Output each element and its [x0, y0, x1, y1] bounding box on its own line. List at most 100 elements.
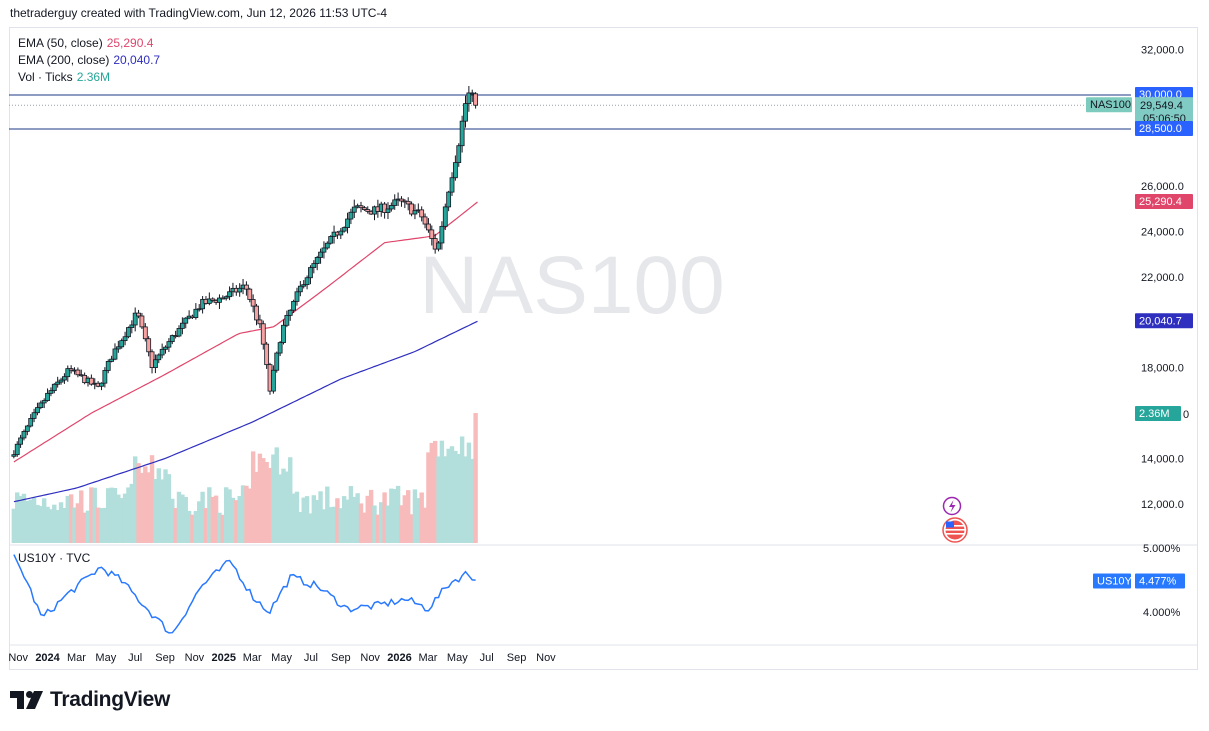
tradingview-logo[interactable]: TradingView — [10, 688, 170, 712]
volume-bar — [453, 450, 458, 543]
candle-body — [308, 267, 313, 279]
volume-bar — [328, 507, 333, 543]
volume-bar — [314, 499, 320, 543]
volume-bar — [399, 505, 404, 543]
candle-body — [257, 319, 263, 325]
volume-bar — [38, 506, 44, 543]
volume-bar — [112, 487, 118, 543]
candle-body — [287, 309, 293, 316]
volume-bar — [136, 463, 141, 543]
candle-body — [304, 277, 310, 286]
volume-bar — [375, 514, 381, 543]
volume-bar — [331, 506, 337, 543]
ema50-line — [13, 201, 478, 463]
volume-badge-bg — [1135, 406, 1181, 421]
candle-body — [284, 314, 290, 326]
candle-body — [442, 206, 448, 227]
candle-body — [328, 236, 334, 244]
volume-bar — [203, 508, 209, 543]
legend-ema50[interactable]: EMA (50, close) 25,290.4 — [18, 35, 160, 52]
volume-bar — [298, 511, 303, 543]
legend-volume[interactable]: Vol · Ticks 2.36M — [18, 69, 160, 86]
candle-body — [385, 208, 391, 213]
time-axis-label: Sep — [331, 652, 351, 664]
candle-body — [115, 346, 121, 350]
time-axis-label: May — [447, 652, 468, 664]
volume-bar — [129, 483, 135, 543]
volume-bar — [365, 495, 370, 543]
volume-bar — [41, 498, 47, 543]
volume-bar — [146, 472, 151, 543]
volume-bar — [193, 510, 199, 543]
candle-body — [132, 312, 138, 326]
volume-bar — [416, 498, 421, 543]
volume-bar — [392, 488, 397, 543]
volume-bar — [382, 492, 387, 543]
volume-bar — [122, 493, 128, 543]
volume-bar — [75, 503, 81, 543]
time-axis-label: Nov — [536, 652, 556, 664]
candle-body — [473, 93, 479, 106]
price-axis-label: 24,000.0 — [1141, 226, 1184, 238]
volume-bar — [257, 453, 263, 543]
volume-bar — [368, 489, 374, 543]
time-axis-label: Mar — [243, 652, 262, 664]
volume-bar — [267, 468, 273, 543]
volume-bar — [55, 510, 60, 543]
volume-bar — [65, 495, 70, 543]
symbol-badge-bg — [1086, 97, 1132, 113]
candle-body — [365, 209, 371, 212]
volume-bar — [345, 499, 350, 543]
volume-bar — [412, 489, 418, 543]
volume-bar — [419, 492, 424, 543]
candle-body — [18, 437, 23, 445]
ema200-path — [13, 320, 478, 503]
volume-bar — [321, 509, 327, 543]
volume-bar — [385, 505, 391, 543]
lightning-icon[interactable] — [942, 496, 962, 516]
candle-body — [244, 284, 249, 290]
volume-axis-stub: 0 — [1183, 409, 1189, 421]
volume-bar — [341, 496, 347, 543]
volume-bar — [456, 454, 461, 543]
candle-body — [31, 412, 37, 419]
volume-bar — [244, 485, 249, 543]
candle-body — [142, 326, 148, 340]
volume-bar — [170, 498, 175, 543]
volume-bar — [119, 498, 124, 543]
candle-body — [361, 207, 367, 210]
volume-bar — [237, 496, 242, 543]
volume-bar — [72, 507, 77, 543]
volume-bar — [31, 497, 37, 543]
us10y-pane-title[interactable]: US10Y · TVC — [18, 551, 91, 565]
candle-body — [200, 298, 206, 310]
volume-bar — [439, 440, 445, 543]
candle-body — [217, 297, 222, 303]
candle-body — [159, 348, 165, 356]
time-axis: Nov 2024 Mar May Jul Sep Nov 2025 Mar May Jul Sep No… — [8, 652, 556, 664]
us10y-symbol-badge: US10Y — [1097, 575, 1133, 587]
volume-bar — [132, 456, 138, 543]
ema50-badge-bg — [1135, 193, 1193, 209]
horizontal-levels[interactable] — [9, 94, 1131, 130]
legend-ema50-value: 25,290.4 — [106, 36, 154, 50]
candle-body — [65, 368, 71, 378]
volume-bar — [116, 494, 121, 543]
legend-ema200[interactable]: EMA (200, close) 20,040.7 — [18, 52, 160, 69]
volume-bar — [470, 458, 475, 543]
candle-body — [55, 381, 61, 385]
us-flag-icon[interactable] — [942, 517, 968, 543]
candle-body — [163, 346, 168, 350]
time-axis-label: Sep — [507, 652, 527, 664]
candle-body — [412, 210, 418, 215]
candle-body — [122, 336, 128, 342]
volume-bar — [355, 493, 360, 543]
volume-bar — [15, 492, 20, 543]
candle-body — [301, 284, 307, 287]
volume-bar — [190, 514, 195, 543]
candle-body — [324, 242, 330, 249]
candle-body — [449, 177, 455, 193]
symbol-watermark: NAS100 — [419, 240, 724, 331]
tradingview-logo-icon — [10, 691, 43, 709]
